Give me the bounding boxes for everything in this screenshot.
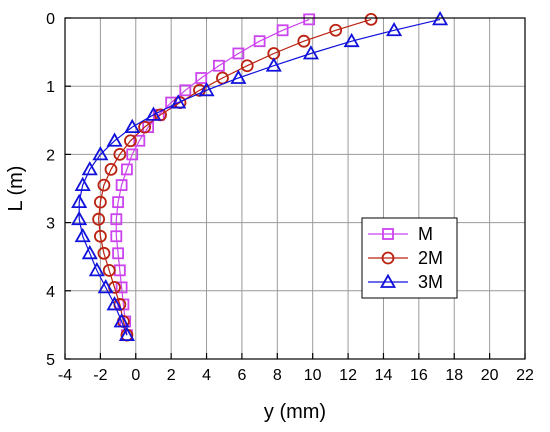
x-tick-label: -4: [58, 367, 72, 384]
x-tick-label: 14: [375, 367, 393, 384]
data-point: [93, 195, 107, 209]
x-tick-label: 20: [481, 367, 499, 384]
series-line: [115, 18, 310, 336]
y-tick-label: 4: [46, 284, 55, 301]
data-point: [106, 296, 123, 311]
data-point: [265, 57, 282, 72]
data-point: [126, 148, 139, 161]
x-tick-label: 6: [237, 367, 246, 384]
data-point: [110, 213, 123, 226]
series-3m: [71, 11, 449, 342]
data-point: [133, 134, 146, 147]
data-point: [88, 262, 105, 277]
data-point: [112, 247, 124, 260]
data-point: [115, 281, 128, 294]
series-line: [97, 18, 372, 336]
legend-marker: [381, 251, 395, 265]
data-point: [179, 84, 192, 97]
data-point: [113, 147, 127, 161]
data-point: [124, 134, 137, 148]
data-point: [74, 227, 91, 243]
data-point: [81, 244, 98, 260]
data-point: [213, 59, 225, 72]
data-point: [113, 313, 130, 328]
data-point: [253, 35, 266, 48]
data-point: [74, 176, 91, 191]
x-tick-label: 16: [410, 367, 428, 384]
x-tick-label: 8: [273, 367, 282, 384]
x-tick-label: 0: [131, 367, 140, 384]
data-point: [297, 34, 311, 48]
y-tick-label: 1: [46, 79, 55, 96]
data-point: [276, 24, 289, 37]
data-point: [145, 106, 162, 121]
y-tick-label: 2: [46, 147, 55, 164]
data-point: [240, 59, 254, 73]
data-point: [92, 212, 106, 226]
data-point: [102, 263, 116, 277]
data-point: [343, 32, 360, 48]
data-point: [195, 72, 208, 84]
data-point: [138, 120, 152, 134]
legend-marker: [382, 228, 394, 240]
legend-marker: [379, 273, 397, 288]
data-point: [432, 11, 449, 26]
data-point: [112, 196, 124, 209]
data-point: [124, 118, 141, 134]
data-point: [110, 230, 123, 243]
data-point: [71, 210, 88, 226]
data-point: [302, 45, 319, 60]
x-tick-label: 12: [339, 367, 357, 384]
x-tick-label: 22: [516, 367, 534, 384]
data-point: [230, 69, 247, 84]
data-point: [104, 163, 118, 176]
legend-label: 3M: [418, 272, 443, 292]
x-tick-label: 10: [304, 367, 322, 384]
x-axis-title: y (mm): [264, 401, 326, 423]
data-point: [170, 94, 187, 109]
plot-frame: [64, 17, 526, 360]
data-point: [93, 229, 107, 243]
data-point: [364, 12, 378, 26]
series-2m: [92, 12, 378, 342]
data-point: [303, 13, 316, 26]
data-point: [121, 163, 133, 176]
data-point: [97, 279, 114, 294]
data-point: [71, 193, 88, 209]
legend-label: 2M: [418, 248, 443, 268]
data-point: [92, 146, 109, 161]
x-tick-label: 2: [167, 367, 176, 384]
data-point: [97, 246, 111, 260]
x-tick-label: -2: [93, 367, 107, 384]
data-point: [97, 178, 111, 192]
data-point: [118, 326, 135, 342]
series-layer: [71, 11, 449, 342]
grid: [64, 17, 526, 360]
y-tick-label: 0: [46, 11, 55, 28]
x-tick-label: 4: [202, 367, 211, 384]
data-point: [386, 21, 403, 37]
y-axis-title: L (m): [5, 166, 27, 212]
data-point: [198, 81, 215, 97]
y-tick-label: 3: [46, 216, 55, 233]
x-tick-label: 18: [445, 367, 463, 384]
y-tick-label: 5: [46, 352, 55, 369]
legend-label: M: [418, 224, 433, 244]
data-point: [81, 161, 98, 176]
data-point: [106, 132, 123, 147]
data-point: [115, 179, 128, 191]
data-point: [232, 47, 245, 60]
legend: M 2M 3M: [361, 217, 458, 299]
data-point: [329, 23, 343, 37]
